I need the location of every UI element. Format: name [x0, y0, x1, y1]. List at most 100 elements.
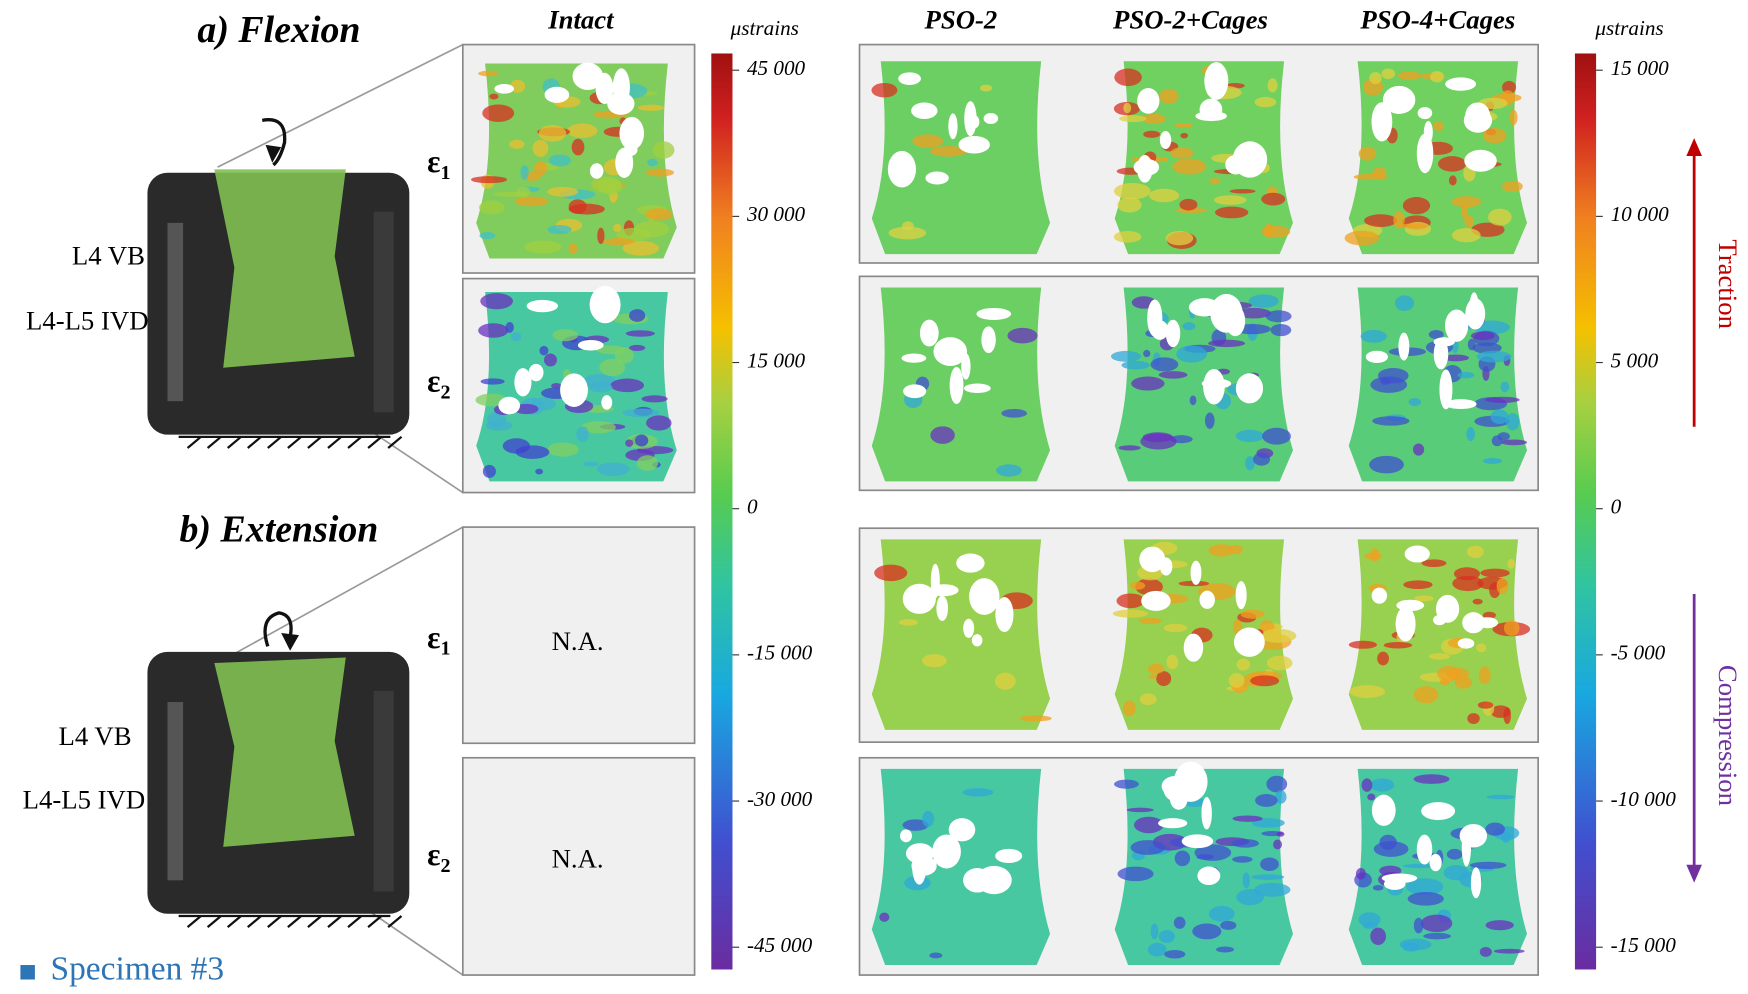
- strain-spot: [1452, 196, 1481, 207]
- strain-hole: [1462, 612, 1484, 633]
- strain-spot: [995, 673, 1016, 690]
- strain-spot: [1266, 310, 1292, 322]
- strain-spot: [1413, 443, 1424, 455]
- strain-hole: [1434, 337, 1455, 346]
- strain-spot: [1148, 664, 1164, 674]
- strain-map: [1349, 288, 1527, 482]
- strain-hole: [494, 84, 514, 94]
- strain-spot: [1260, 857, 1279, 870]
- hatch-line: [188, 916, 201, 927]
- strain-hole: [995, 597, 1013, 632]
- strain-map: [1111, 288, 1293, 482]
- strain-spot: [1403, 580, 1432, 589]
- strain-hole: [1141, 591, 1171, 611]
- strain-spot: [1210, 178, 1221, 184]
- strain-spot: [1449, 175, 1457, 185]
- strain-spot: [478, 71, 498, 77]
- strain-spot: [1140, 693, 1157, 705]
- strain-hole: [1184, 634, 1203, 662]
- colorbar-tick-label: 15 000: [747, 348, 806, 372]
- colorbar-tick-label: -30 000: [747, 787, 813, 811]
- strain-spot: [576, 426, 588, 441]
- strain-spot: [1139, 618, 1162, 624]
- hatch-line: [308, 916, 321, 927]
- colorbar-tick-label: -5 000: [1611, 641, 1666, 665]
- strain-spot: [1150, 357, 1178, 371]
- not-available: N.A.: [552, 844, 604, 874]
- colorbar: [711, 53, 732, 969]
- strain-map: [872, 288, 1050, 482]
- strain-hole: [1236, 581, 1247, 609]
- strain-hole: [578, 340, 604, 351]
- strain-spot: [1379, 835, 1396, 850]
- strain-hole: [956, 553, 984, 572]
- strain-hole: [1204, 62, 1228, 100]
- strain-hole: [1201, 797, 1211, 829]
- strain-spot: [930, 426, 954, 444]
- strain-spot: [963, 788, 994, 796]
- strain-spot: [1249, 294, 1279, 307]
- strain-spot: [980, 85, 992, 92]
- strain-hole: [1464, 108, 1492, 132]
- legend-square: [20, 965, 34, 979]
- strain-spot: [524, 241, 562, 254]
- strain-spot: [1255, 97, 1277, 107]
- strain-spot: [520, 165, 528, 180]
- strain-spot: [1123, 701, 1136, 717]
- strain-hole: [1383, 86, 1415, 114]
- strain-spot: [1237, 659, 1250, 671]
- strain-spot: [480, 293, 513, 309]
- strain-spot: [1372, 416, 1409, 425]
- strain-spot: [1361, 330, 1387, 343]
- strain-spot: [1473, 599, 1483, 605]
- strain-spot: [1192, 923, 1221, 939]
- strain-spot: [478, 323, 508, 338]
- hatch-line: [388, 916, 401, 927]
- strain-spot: [486, 420, 513, 430]
- strain-spot: [1159, 89, 1178, 104]
- region-label: L4-L5 IVD: [23, 784, 146, 814]
- strain-spot: [1400, 939, 1432, 951]
- strain-spot: [1501, 832, 1511, 843]
- strain-hole: [527, 300, 558, 312]
- strain-hole: [984, 113, 999, 124]
- strain-hole: [949, 818, 976, 841]
- strain-spot: [1369, 456, 1404, 474]
- strain-spot: [922, 654, 947, 667]
- strain-spot: [1464, 216, 1474, 228]
- legend-label: Specimen #3: [50, 950, 224, 987]
- strain-spot: [1229, 673, 1245, 688]
- strain-spot: [1114, 69, 1142, 87]
- strain-hole: [514, 368, 531, 396]
- strain-spot: [1273, 840, 1282, 850]
- strain-hole: [912, 849, 926, 885]
- strain-hole: [596, 73, 614, 104]
- strain-spot: [1250, 675, 1279, 686]
- strain-hole: [933, 337, 967, 366]
- strain-hole: [1396, 607, 1416, 642]
- strain-spot: [1430, 71, 1444, 82]
- strain-spot: [1232, 839, 1259, 848]
- strain-spot: [1119, 445, 1141, 450]
- strain-hole: [601, 395, 612, 410]
- strain-spot: [1131, 377, 1164, 391]
- strain-spot: [534, 161, 547, 175]
- strain-field: [872, 769, 1050, 965]
- strain-spot: [1433, 121, 1444, 131]
- strain-spot: [568, 244, 577, 254]
- hatch-line: [288, 916, 301, 927]
- hatch-line: [268, 916, 281, 927]
- strain-hole: [1417, 835, 1432, 865]
- strain-hole: [964, 384, 991, 393]
- strain-spot: [1143, 131, 1160, 138]
- colorbar-title: μstrains: [730, 16, 799, 40]
- strain-spot: [1403, 197, 1430, 214]
- strain-spot: [1167, 655, 1179, 670]
- strain-hole: [1160, 131, 1171, 149]
- strain-hole: [1464, 150, 1497, 172]
- strain-spot: [1149, 674, 1157, 679]
- panel-title: b) Extension: [179, 508, 378, 550]
- strain-spot: [1243, 872, 1251, 888]
- strain-spot: [1467, 713, 1480, 724]
- hatch-line: [228, 916, 241, 927]
